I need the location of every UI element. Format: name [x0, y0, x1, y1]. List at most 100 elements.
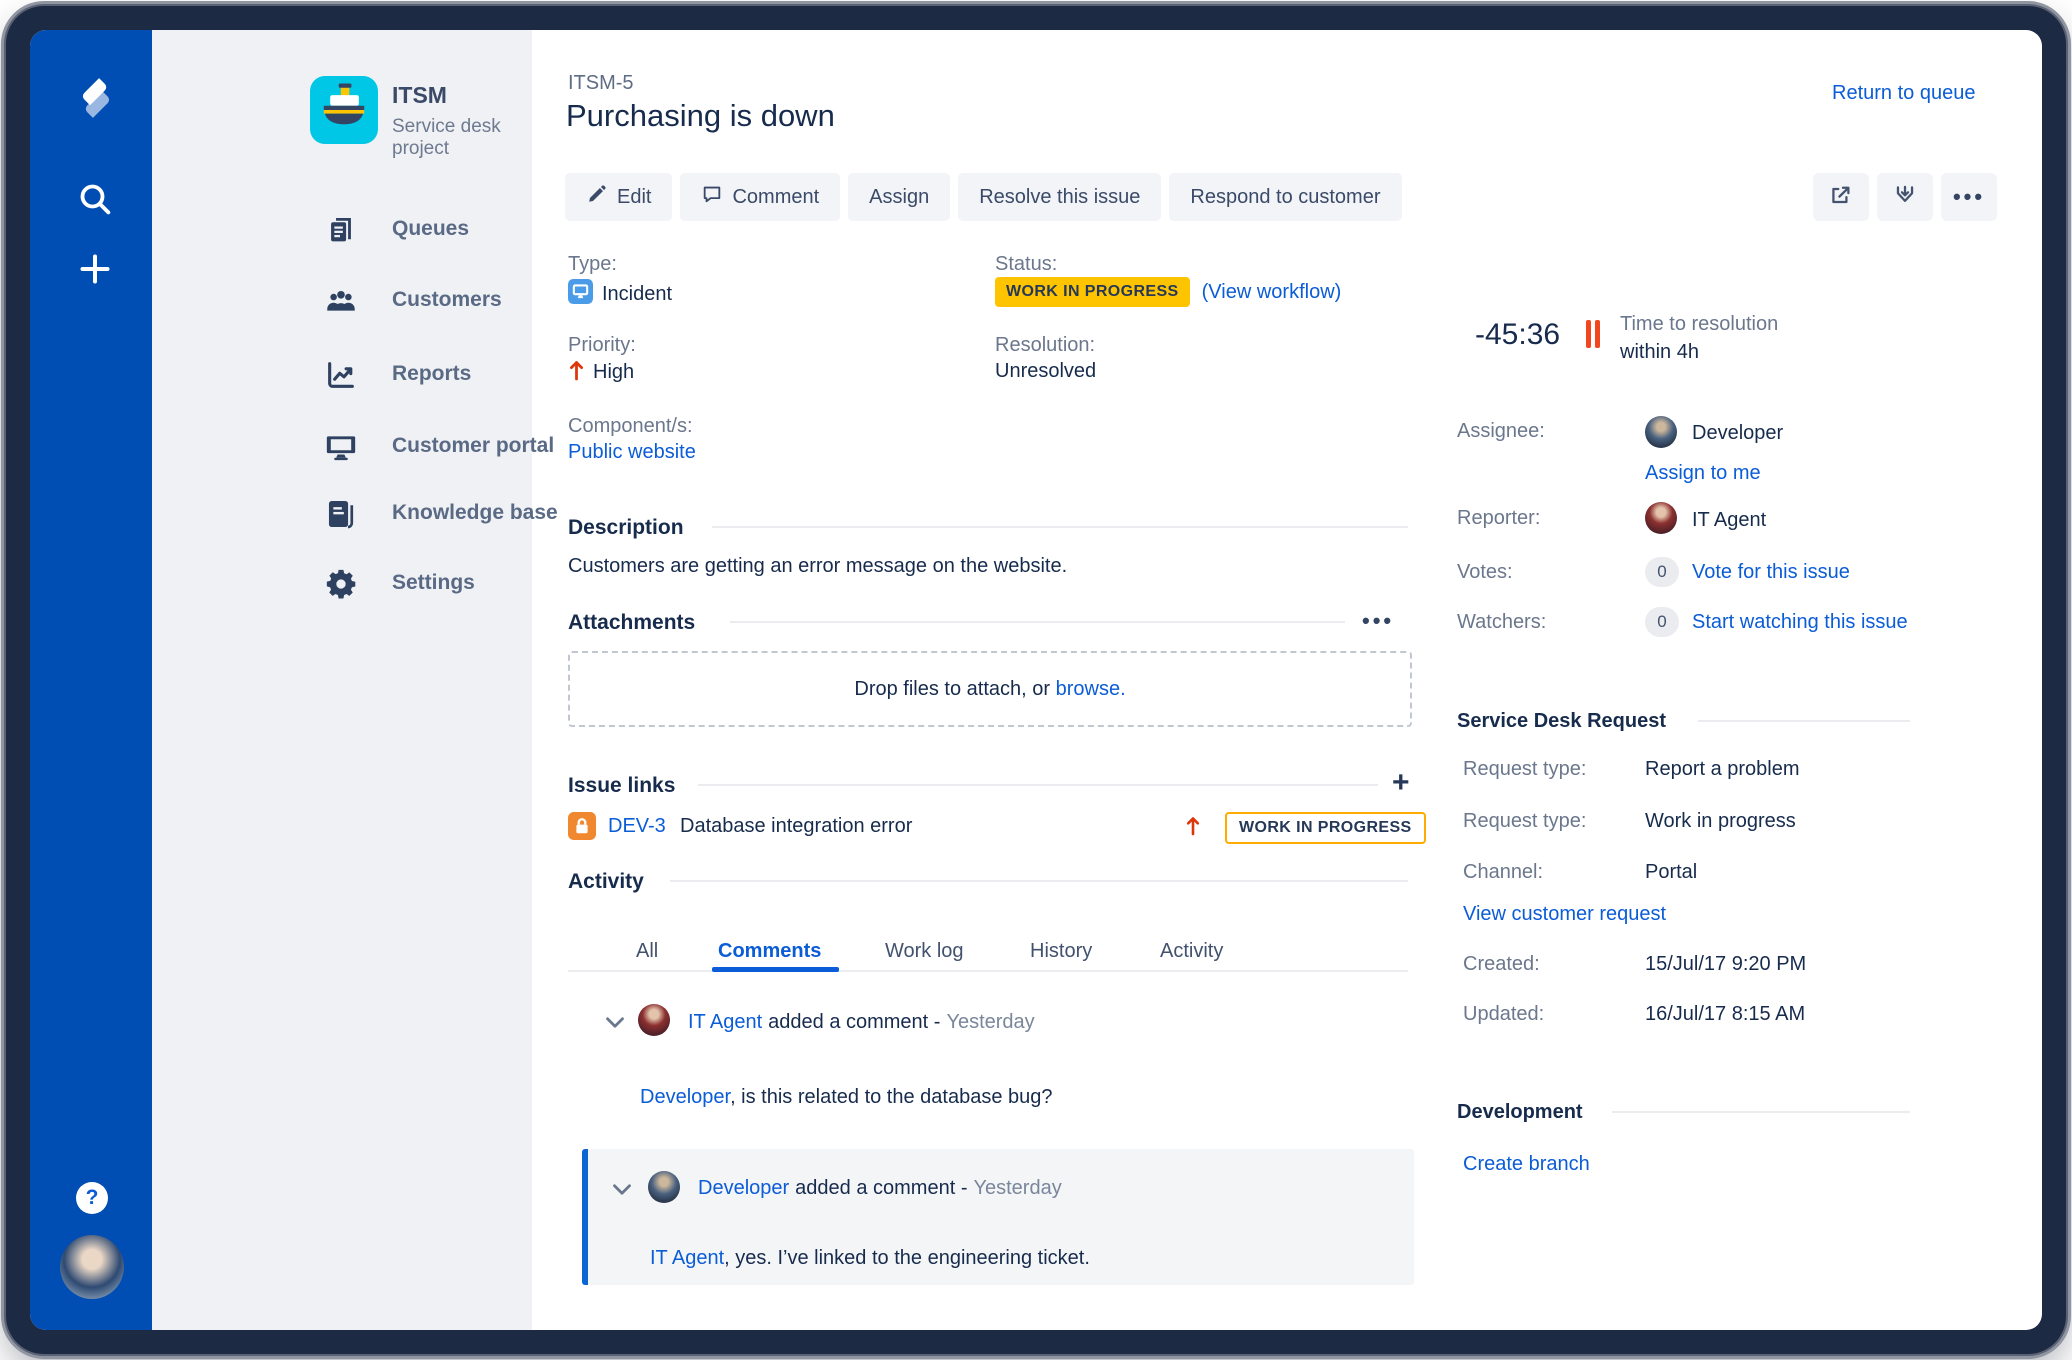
reporter-avatar[interactable] [1645, 502, 1677, 534]
type-value-row: Incident [568, 279, 672, 309]
comment-body: Developer, is this related to the databa… [640, 1086, 1053, 1109]
issue-links-divider [698, 784, 1378, 786]
attachment-dropzone[interactable]: Drop files to attach, or browse. [568, 651, 1412, 727]
component-label: Component/s: [568, 415, 693, 437]
tab-all[interactable]: All [636, 940, 659, 962]
attachments-heading: Attachments [568, 611, 696, 634]
sidebar-item-label: Reports [392, 362, 472, 385]
updated-label: Updated: [1463, 1003, 1545, 1025]
page-title: Purchasing is down [566, 98, 835, 133]
tab-activity[interactable]: Activity [1160, 940, 1224, 962]
help-icon[interactable]: ? [76, 1182, 108, 1214]
tab-history[interactable]: History [1030, 940, 1093, 962]
sla-target: within 4h [1620, 341, 1699, 363]
edit-button[interactable]: Edit [565, 173, 673, 221]
incident-type-icon [568, 279, 593, 309]
service-desk-request-heading: Service Desk Request [1457, 710, 1667, 732]
linked-issue-key[interactable]: DEV-3 [608, 815, 666, 837]
attachments-divider [730, 621, 1345, 623]
tabs-baseline [568, 970, 1408, 972]
sidebar-item-customer-portal[interactable]: Customer portal [324, 430, 564, 466]
created-value: 15/Jul/17 9:20 PM [1645, 953, 1807, 975]
export-icon [1892, 182, 1918, 213]
votes-label: Votes: [1457, 561, 1513, 583]
watch-link[interactable]: Start watching this issue [1692, 611, 1908, 633]
resolution-value: Unresolved [995, 360, 1097, 382]
project-sidebar: ITSM Service desk project Queues [152, 30, 558, 1330]
pencil-icon [586, 183, 608, 211]
view-workflow-link[interactable]: (View workflow) [1201, 280, 1342, 303]
comment-author-avatar[interactable] [638, 1004, 670, 1036]
sidebar-item-label: Customer portal [392, 434, 555, 457]
service-desk-divider [1698, 720, 1910, 722]
customers-icon [324, 284, 358, 323]
search-icon[interactable] [75, 179, 115, 219]
breadcrumb-issue-key[interactable]: ITSM-5 [568, 72, 634, 94]
assign-to-me-link[interactable]: Assign to me [1645, 462, 1761, 484]
activity-heading: Activity [568, 870, 644, 893]
comment-author-link[interactable]: Developer [698, 1177, 790, 1199]
vote-link[interactable]: Vote for this issue [1692, 561, 1850, 583]
resolve-issue-button[interactable]: Resolve this issue [958, 173, 1162, 221]
assignee-name: Developer [1692, 422, 1784, 444]
sidebar-item-settings[interactable]: Settings [324, 567, 534, 603]
assignee-avatar[interactable] [1645, 416, 1677, 448]
priority-label: Priority: [568, 334, 636, 356]
mention-link[interactable]: Developer [640, 1086, 731, 1108]
collapse-comment-chevron-icon[interactable] [605, 1016, 625, 1034]
comment-author-link[interactable]: IT Agent [688, 1011, 763, 1033]
create-branch-link[interactable]: Create branch [1463, 1153, 1590, 1175]
linked-issue-priority-arrow-icon [1185, 814, 1201, 842]
project-avatar-boat-icon [310, 76, 378, 144]
development-divider [1612, 1111, 1910, 1113]
comment-author-avatar[interactable] [648, 1171, 680, 1203]
tab-work-log[interactable]: Work log [885, 940, 964, 962]
resolve-button-label: Resolve this issue [979, 185, 1141, 208]
attachments-more-icon[interactable]: ••• [1362, 608, 1395, 633]
collapse-comment-chevron-icon[interactable] [612, 1183, 632, 1201]
watchers-label: Watchers: [1457, 611, 1547, 633]
dropzone-text: Drop files to attach, or [854, 677, 1051, 700]
view-customer-request-link[interactable]: View customer request [1463, 903, 1667, 925]
export-button[interactable] [1877, 173, 1933, 221]
description-divider [712, 526, 1408, 528]
sidebar-item-customers[interactable]: Customers [324, 284, 534, 320]
project-name: ITSM [392, 82, 447, 108]
status-label: Status: [995, 253, 1058, 275]
tab-comments[interactable]: Comments [718, 940, 822, 962]
create-plus-icon[interactable] [75, 249, 115, 289]
more-actions-button[interactable]: ••• [1941, 173, 1997, 221]
type-value: Incident [602, 282, 673, 305]
sidebar-item-knowledge-base[interactable]: Knowledge base [324, 497, 564, 533]
sidebar-item-label: Settings [392, 571, 475, 594]
sla-countdown: -45:36 [1475, 318, 1561, 351]
sidebar-item-reports[interactable]: Reports [324, 358, 534, 394]
current-user-avatar[interactable] [60, 1235, 124, 1299]
browse-link[interactable]: browse. [1055, 677, 1126, 700]
comment-time: Yesterday [973, 1177, 1062, 1199]
description-body: Customers are getting an error message o… [568, 555, 1068, 577]
description-heading: Description [568, 516, 684, 539]
assign-button[interactable]: Assign [848, 173, 951, 221]
issue-link-row[interactable]: DEV-3 Database integration error WORK IN… [568, 812, 1426, 844]
status-badge[interactable]: WORK IN PROGRESS [995, 277, 1190, 307]
comment-button[interactable]: Comment [680, 173, 841, 221]
component-link[interactable]: Public website [568, 441, 696, 463]
request-type-value: Report a problem [1645, 758, 1800, 780]
add-issue-link-icon[interactable]: + [1392, 766, 1410, 799]
action-button-row: Edit Comment Assign Resolve this issue R… [565, 173, 1402, 221]
sla-label: Time to resolution [1620, 313, 1779, 335]
ellipsis-icon: ••• [1952, 184, 1986, 209]
comment-header: Developer added a comment - Yesterday [698, 1177, 1062, 1200]
linked-issue-summary: Database integration error [680, 815, 913, 837]
comment-text: , yes. I’ve linked to the engineering ti… [724, 1247, 1090, 1269]
return-to-queue-link[interactable]: Return to queue [1832, 82, 1976, 104]
respond-to-customer-button[interactable]: Respond to customer [1169, 173, 1402, 221]
comment-text: , is this related to the database bug? [730, 1086, 1053, 1108]
sidebar-item-queues[interactable]: Queues [324, 213, 534, 249]
type-label: Type: [568, 253, 617, 275]
sidebar-item-label: Knowledge base [392, 501, 558, 524]
share-button[interactable] [1813, 173, 1869, 221]
comment-header: IT Agent added a comment - Yesterday [688, 1011, 1035, 1034]
mention-link[interactable]: IT Agent [650, 1247, 725, 1269]
